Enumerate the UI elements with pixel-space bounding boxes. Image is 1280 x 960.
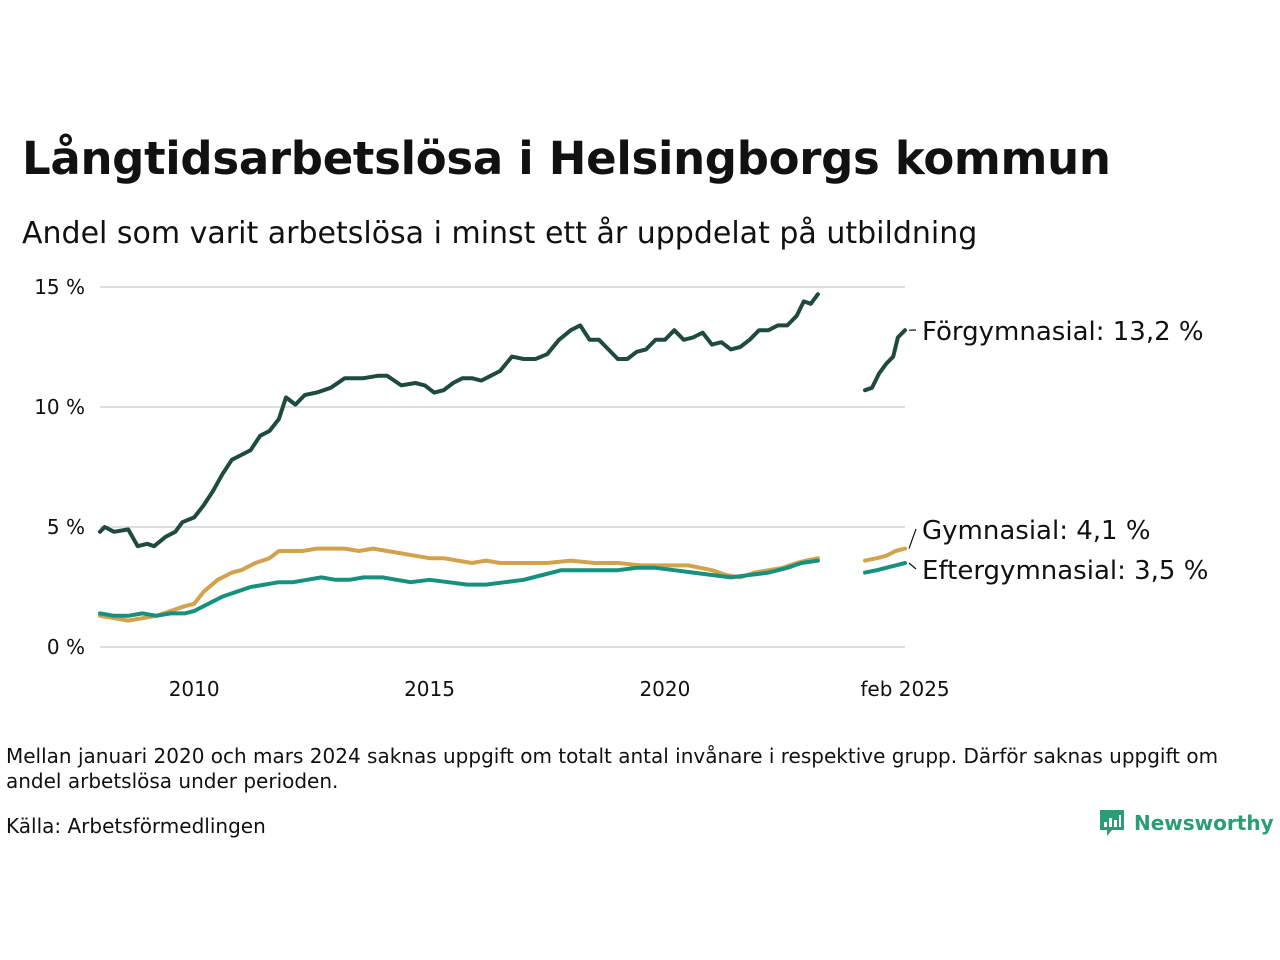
series-label-f-rgymnasial: Förgymnasial: 13,2 %: [922, 317, 1204, 347]
gridlines: [100, 286, 905, 648]
x-tick-label: 2010: [169, 677, 220, 701]
series-line-gymnasial-segment-1: [98, 546, 820, 623]
x-tick-label: 2020: [639, 677, 690, 701]
series-line-eftergymnasial-segment-1: [98, 558, 820, 618]
source-note: Källa: Arbetsförmedlingen: [6, 814, 266, 838]
y-tick-label: 15 %: [34, 275, 85, 299]
newsworthy-logo-icon: [1100, 810, 1124, 836]
label-leader-gymnasial: [908, 528, 917, 549]
chart-title: Långtidsarbetslösa i Helsingborgs kommun: [22, 132, 1111, 185]
y-axis-ticks: 0 % 5 % 10 % 15 %: [34, 275, 85, 659]
series-end-labels: Förgymnasial: 13,2 % Gymnasial: 4,1 % Efte…: [908, 317, 1208, 586]
series-line-f-rgymnasial-segment-2: [863, 328, 907, 393]
series-label-gymnasial: Gymnasial: 4,1 %: [922, 516, 1151, 546]
x-axis-ticks: 2010 2015 2020 feb 2025: [169, 677, 950, 701]
series-label-eftergymnasial: Eftergymnasial: 3,5 %: [922, 556, 1208, 586]
footnote: Mellan januari 2020 och mars 2024 saknas…: [6, 744, 1219, 793]
chart-subtitle: Andel som varit arbetslösa i minst ett å…: [22, 216, 978, 251]
x-tick-label: feb 2025: [860, 677, 949, 701]
brand-name: Newsworthy: [1134, 811, 1274, 835]
y-tick-label: 5 %: [47, 515, 85, 539]
series-line-eftergymnasial-segment-2: [863, 561, 907, 575]
x-tick-label: 2015: [404, 677, 455, 701]
series-line-f-rgymnasial-segment-1: [98, 292, 820, 549]
line-chart: 0 % 5 % 10 % 15 % 2010 2015 2020 feb 2025 Förg…: [34, 275, 1208, 701]
label-leader-eftergymnasial: [908, 562, 917, 570]
y-tick-label: 10 %: [34, 395, 85, 419]
brand-logo: Newsworthy: [1098, 808, 1274, 838]
y-tick-label: 0 %: [47, 635, 85, 659]
series-lines: [98, 292, 907, 623]
series-line-gymnasial-segment-2: [863, 546, 907, 563]
